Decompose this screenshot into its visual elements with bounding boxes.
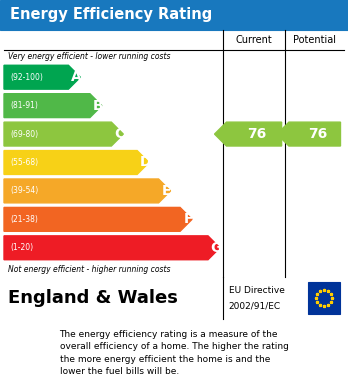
Text: 2002/91/EC: 2002/91/EC [229,301,281,310]
Text: F: F [184,212,193,226]
Text: Current: Current [236,35,272,45]
Text: (21-38): (21-38) [10,215,38,224]
Text: Energy Efficiency Rating: Energy Efficiency Rating [10,7,213,23]
Polygon shape [277,122,340,146]
Text: (1-20): (1-20) [10,243,33,252]
Polygon shape [4,207,192,231]
Text: (92-100): (92-100) [10,73,43,82]
Polygon shape [4,122,123,146]
Text: A: A [71,70,82,84]
Text: G: G [211,241,222,255]
Text: The energy efficiency rating is a measure of the
overall efficiency of a home. T: The energy efficiency rating is a measur… [60,330,288,376]
Polygon shape [4,94,102,118]
Text: (69-80): (69-80) [10,129,38,138]
Text: 76: 76 [308,127,327,141]
Polygon shape [214,122,282,146]
Polygon shape [4,65,80,89]
Text: England & Wales: England & Wales [8,289,178,307]
Polygon shape [4,151,149,174]
Text: D: D [140,156,151,170]
Bar [4,278,344,319]
Text: Very energy efficient - lower running costs: Very energy efficient - lower running co… [8,52,171,61]
Bar [308,282,340,314]
Bar [0,0,348,30]
Text: 76: 76 [247,127,267,141]
Text: (39-54): (39-54) [10,187,38,196]
Text: Not energy efficient - higher running costs: Not energy efficient - higher running co… [8,265,171,274]
Text: (81-91): (81-91) [10,101,38,110]
Text: E: E [162,184,172,198]
Text: Potential: Potential [293,35,336,45]
Polygon shape [4,179,171,203]
Bar [4,31,344,277]
Text: EU Directive: EU Directive [229,286,285,295]
Text: B: B [93,99,104,113]
Polygon shape [4,236,220,260]
Text: C: C [114,127,125,141]
Text: (55-68): (55-68) [10,158,38,167]
